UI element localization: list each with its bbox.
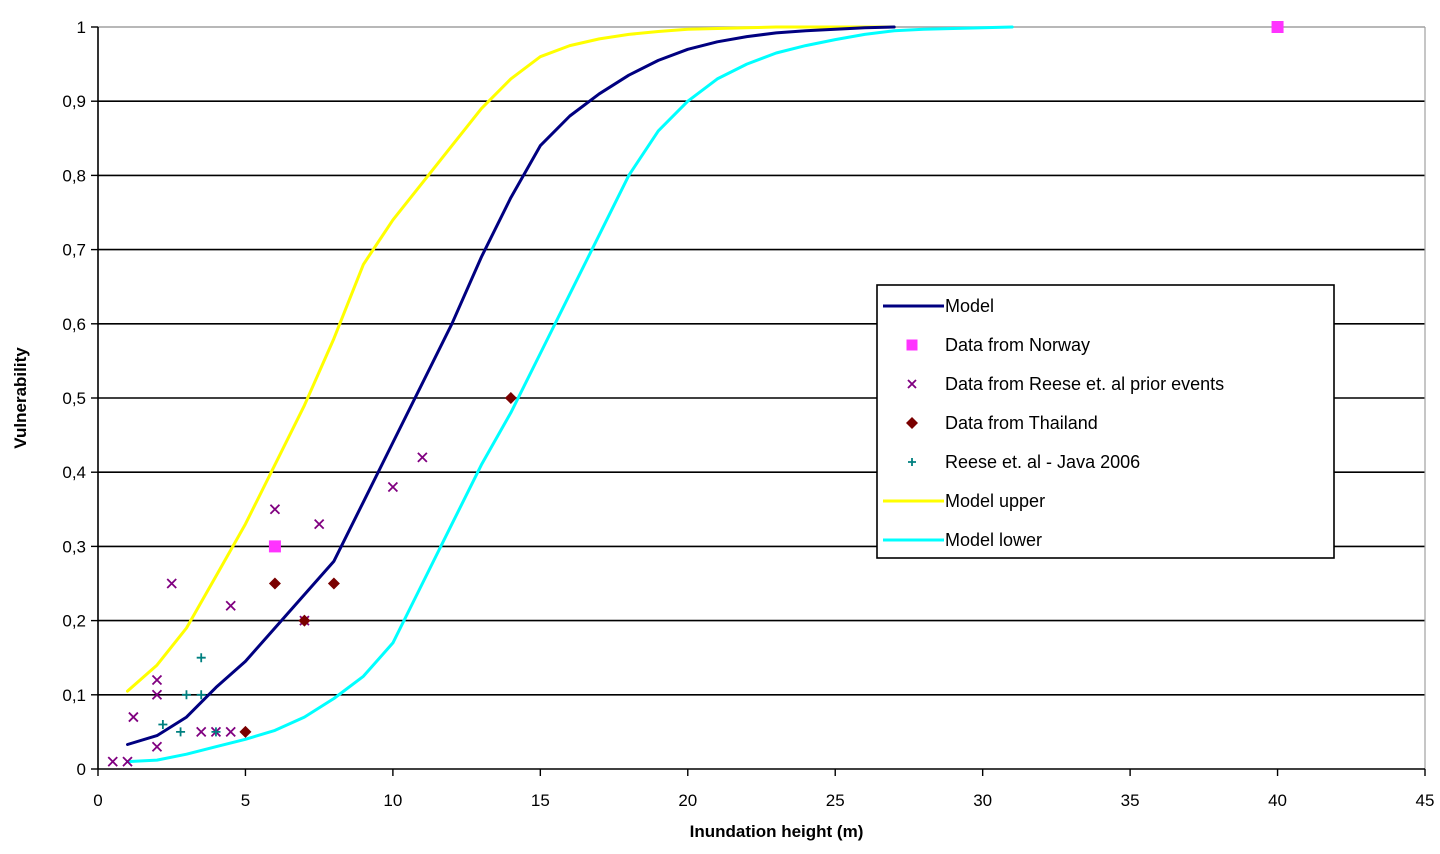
legend-marker-reese-et-al-java-2006 (908, 458, 916, 466)
data-point-data-from-reese-et-al-prior-events-15 (417, 452, 428, 463)
data-point-data-from-thailand-1 (268, 577, 281, 590)
data-point-data-from-thailand-2 (298, 614, 311, 627)
legend-marker-data-from-reese-et-al-prior-events (907, 379, 917, 389)
data-point-data-from-reese-et-al-prior-events-3 (151, 674, 163, 686)
y-tick-label-9: 0,9 (62, 92, 86, 111)
x-tick-label-5: 25 (826, 791, 845, 810)
legend-label-data-from-norway: Data from Norway (945, 335, 1090, 355)
y-tick-label-3: 0,3 (62, 537, 86, 556)
data-point-data-from-reese-et-al-prior-events-14 (387, 481, 399, 493)
legend-label-model: Model (945, 296, 994, 316)
x-tick-label-2: 10 (383, 791, 402, 810)
data-point-data-from-reese-et-al-prior-events-6 (166, 578, 177, 589)
y-tick-label-4: 0,4 (62, 463, 86, 482)
legend-marker-data-from-norway (906, 339, 918, 351)
y-tick-label-2: 0,2 (62, 612, 86, 631)
x-axis-title: Inundation height (m) (690, 822, 864, 841)
y-axis-title: Vulnerability (11, 347, 30, 449)
series-points-data-from-norway (268, 21, 1284, 553)
x-tick-label-0: 0 (93, 791, 102, 810)
y-tick-label-5: 0,5 (62, 389, 86, 408)
data-point-data-from-thailand-0 (239, 725, 252, 738)
x-tick-label-4: 20 (678, 791, 697, 810)
data-point-reese-et-al-java-2006-5 (211, 727, 221, 737)
data-point-data-from-reese-et-al-prior-events-5 (151, 741, 163, 752)
series-line-model-lower (126, 25, 1014, 764)
x-tick-label-1: 5 (241, 791, 250, 810)
data-point-data-from-reese-et-al-prior-events-2 (128, 711, 139, 723)
data-point-data-from-reese-et-al-prior-events-11 (269, 504, 281, 515)
legend-label-model-upper: Model upper (945, 491, 1045, 511)
y-tick-label-6: 0,6 (62, 315, 86, 334)
data-point-reese-et-al-java-2006-4 (196, 690, 206, 700)
legend-label-model-lower: Model lower (945, 530, 1042, 550)
series-points-data-from-thailand (239, 392, 517, 738)
series-points (107, 21, 1284, 767)
axes: 00,10,20,30,40,50,60,70,80,910 5 10 15 20 25 3… (62, 18, 1434, 810)
series-points-reese-et-al-java-2006 (158, 653, 221, 737)
x-tick-label-9: 45 (1416, 791, 1435, 810)
data-point-reese-et-al-java-2006-1 (176, 727, 186, 737)
series-lines (126, 25, 1014, 764)
legend-label-reese-et-al-java-2006: Reese et. al - Java 2006 (945, 452, 1140, 472)
y-tick-label-1: 0,1 (62, 686, 86, 705)
y-tick-label-7: 0,7 (62, 241, 86, 260)
legend-symbol-reese-et-al-java-2006 (908, 458, 916, 466)
legend-symbol-data-from-thailand (906, 417, 918, 429)
legend-symbol-data-from-reese-et-al-prior-events (907, 379, 917, 389)
data-point-data-from-thailand-4 (504, 392, 517, 404)
data-point-reese-et-al-java-2006-3 (196, 653, 206, 663)
legend-label-data-from-reese-et-al-prior-events: Data from Reese et. al prior events (945, 374, 1224, 394)
x-tick-label-7: 35 (1121, 791, 1140, 810)
y-tick-label-8: 0,8 (62, 166, 86, 185)
series-line-model-upper (126, 25, 896, 693)
x-tick-label-3: 15 (531, 791, 550, 810)
data-point-data-from-norway-0 (268, 540, 281, 553)
data-point-reese-et-al-java-2006-2 (181, 690, 191, 700)
x-tick-label-8: 40 (1268, 791, 1287, 810)
data-point-data-from-reese-et-al-prior-events-1 (122, 756, 133, 767)
data-point-data-from-reese-et-al-prior-events-9 (225, 726, 236, 738)
data-point-data-from-reese-et-al-prior-events-0 (107, 756, 118, 767)
series-points-data-from-reese-et-al-prior-events (107, 452, 428, 767)
data-point-data-from-reese-et-al-prior-events-10 (225, 600, 236, 611)
data-point-data-from-reese-et-al-prior-events-7 (196, 726, 207, 738)
y-tick-label-0: 0 (77, 760, 86, 779)
legend-box (876, 284, 1335, 559)
series-line-model (126, 25, 896, 746)
data-point-data-from-reese-et-al-prior-events-13 (314, 519, 325, 530)
legend: Model Data from Norway Data from Reese et.… (876, 284, 1335, 559)
data-point-data-from-reese-et-al-prior-events-4 (151, 689, 163, 700)
y-tick-label-10: 1 (77, 18, 86, 37)
legend-label-data-from-thailand: Data from Thailand (945, 413, 1098, 433)
legend-symbol-data-from-norway (906, 339, 918, 351)
data-point-reese-et-al-java-2006-0 (158, 719, 168, 729)
x-tick-label-6: 30 (973, 791, 992, 810)
data-point-data-from-thailand-3 (327, 577, 340, 590)
data-point-data-from-norway-1 (1271, 21, 1284, 33)
legend-marker-data-from-thailand (906, 417, 918, 429)
